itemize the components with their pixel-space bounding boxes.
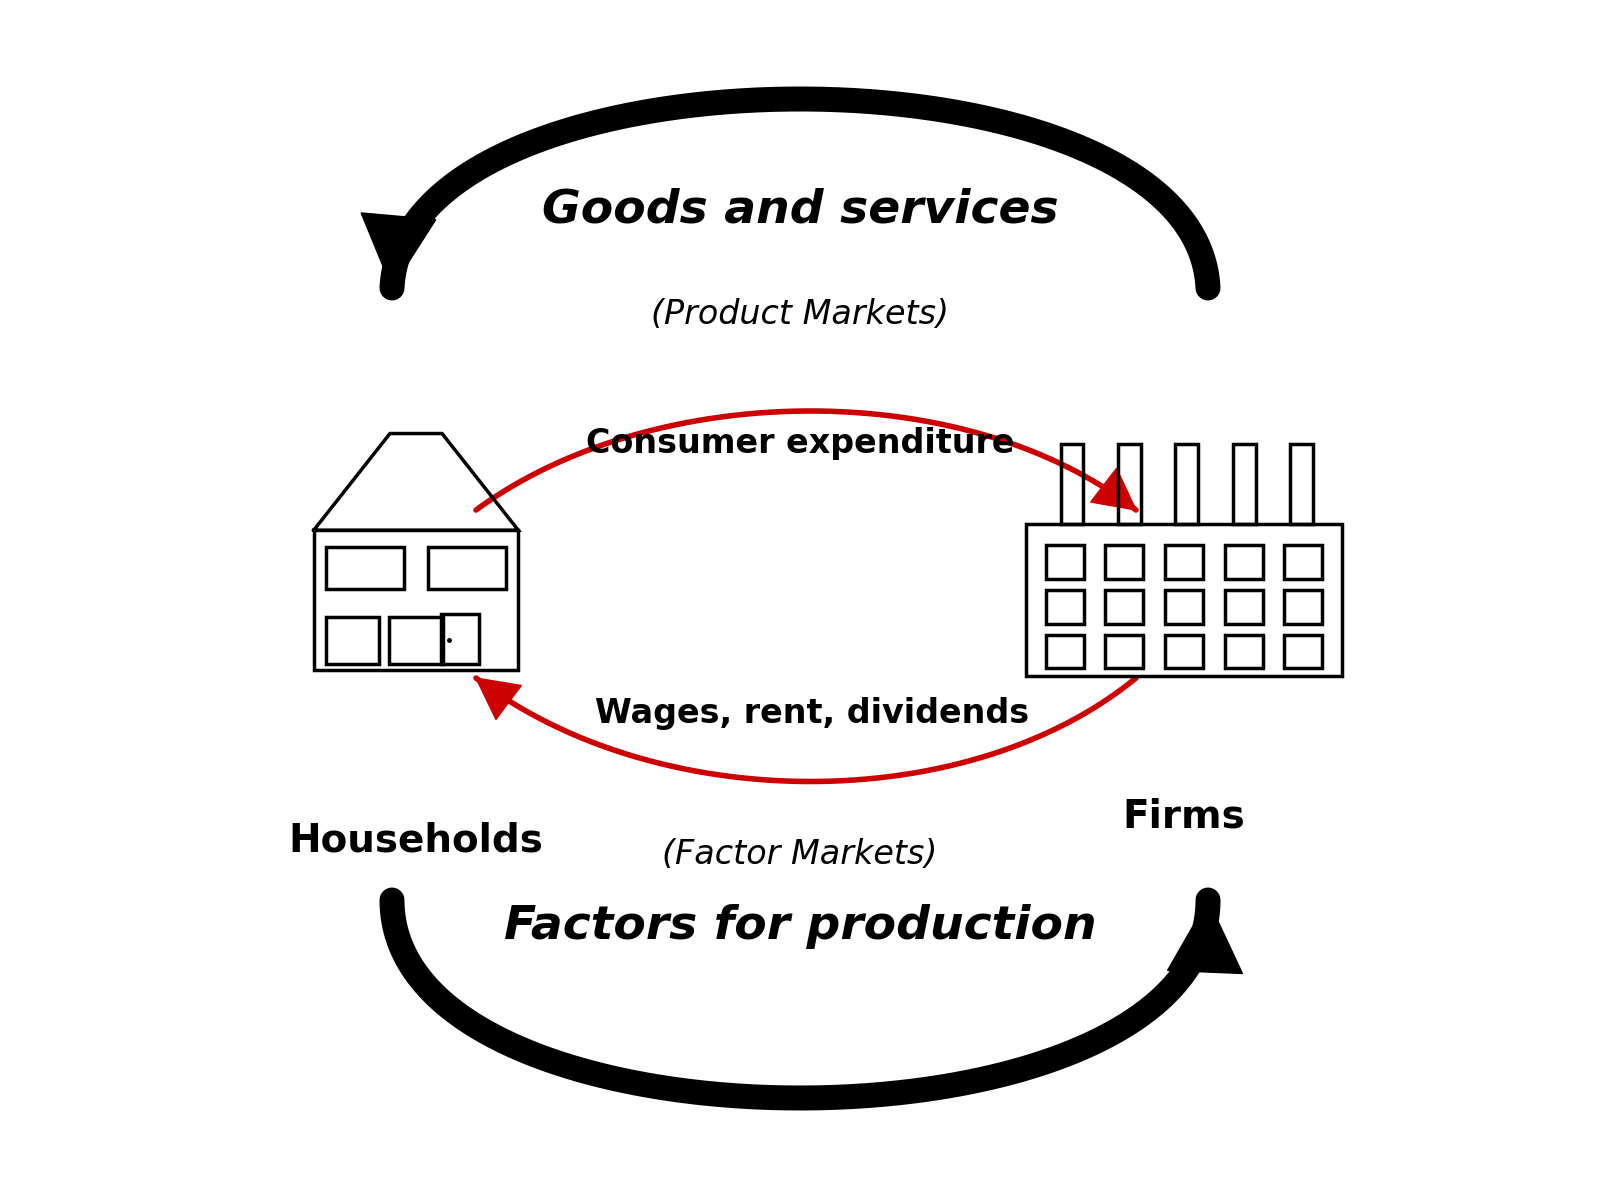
Text: (Product Markets): (Product Markets) (651, 298, 949, 331)
Polygon shape (362, 212, 435, 288)
Bar (326, 617, 379, 664)
Bar (1106, 545, 1144, 578)
Text: Factors for production: Factors for production (504, 904, 1096, 949)
Bar (440, 614, 480, 664)
Bar (1165, 545, 1203, 578)
Bar (1046, 635, 1083, 668)
Text: Consumer expenditure: Consumer expenditure (586, 427, 1014, 461)
Polygon shape (1091, 468, 1136, 510)
Bar (389, 617, 443, 664)
Bar (1234, 444, 1256, 523)
Bar (1046, 545, 1083, 578)
Text: Goods and services: Goods and services (542, 187, 1058, 233)
Bar (1224, 590, 1262, 624)
Bar (1106, 590, 1144, 624)
Bar (1165, 635, 1203, 668)
Bar (1165, 590, 1203, 624)
Polygon shape (477, 678, 522, 720)
Polygon shape (1168, 900, 1243, 973)
Text: Households: Households (288, 822, 544, 860)
Bar (1224, 635, 1262, 668)
Bar (1285, 635, 1322, 668)
Bar (429, 547, 506, 589)
Text: Wages, rent, dividends: Wages, rent, dividends (595, 697, 1029, 731)
Bar (1224, 545, 1262, 578)
Bar (1106, 635, 1144, 668)
Bar (1291, 444, 1314, 523)
Bar (314, 530, 518, 670)
Bar (1026, 523, 1342, 677)
Bar (1061, 444, 1083, 523)
Bar (1176, 444, 1198, 523)
Text: (Factor Markets): (Factor Markets) (662, 838, 938, 871)
Text: Firms: Firms (1123, 798, 1245, 836)
Bar (1118, 444, 1141, 523)
Bar (1285, 590, 1322, 624)
Bar (1285, 545, 1322, 578)
Bar (1046, 590, 1083, 624)
Bar (326, 547, 403, 589)
